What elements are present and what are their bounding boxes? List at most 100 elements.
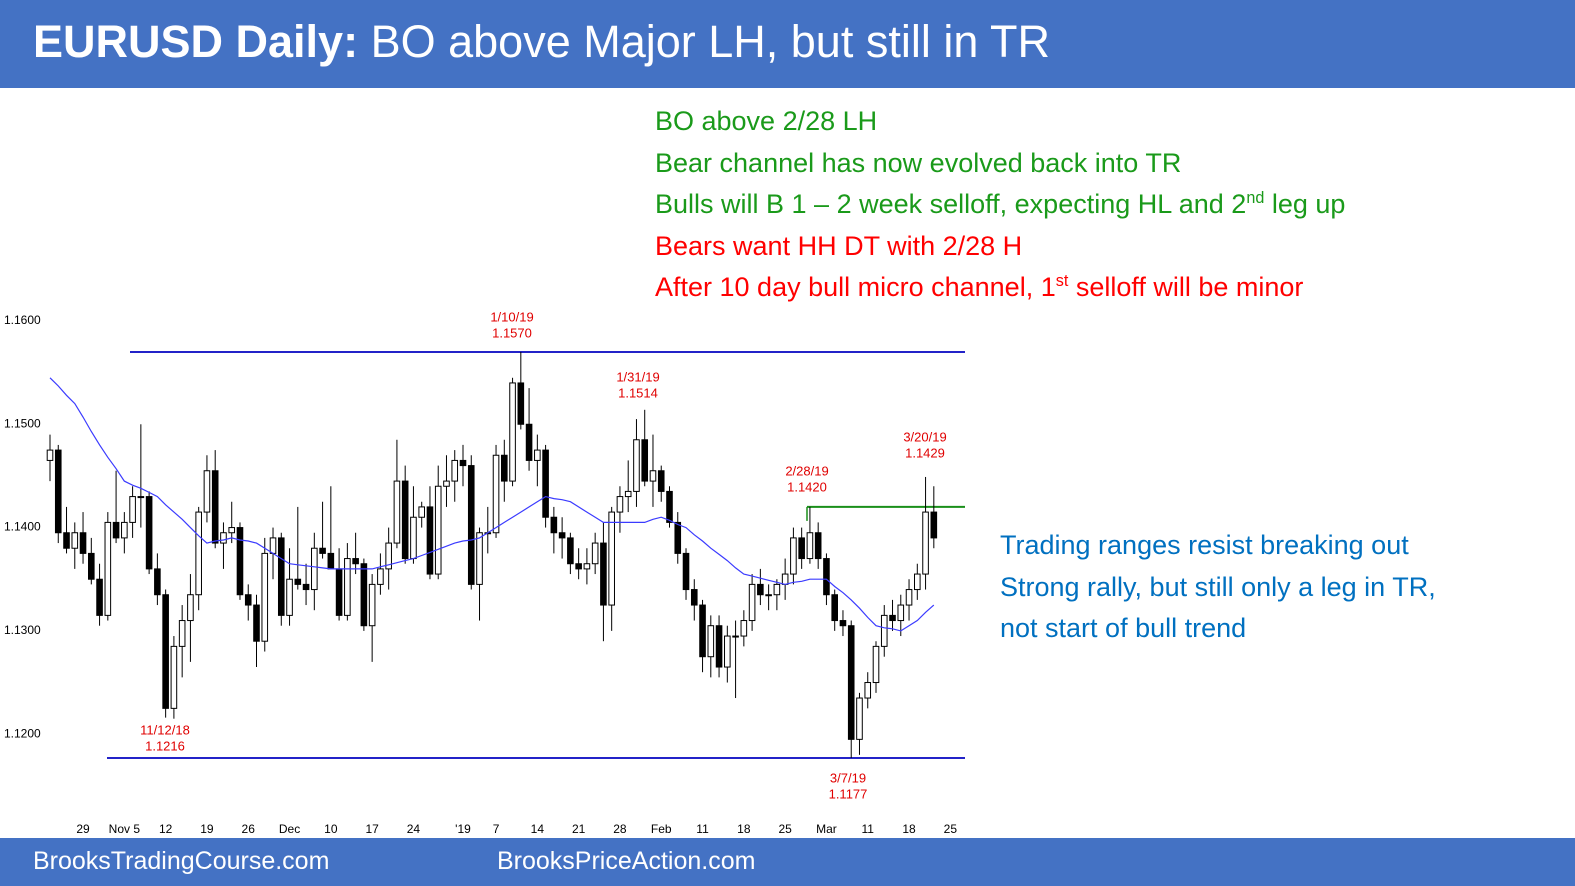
footer-left: BrooksTradingCourse.com bbox=[33, 847, 330, 875]
annotation-price: 1.1570 bbox=[492, 325, 532, 340]
candle-body bbox=[145, 496, 153, 570]
annotation-price: 1.1216 bbox=[145, 738, 185, 753]
candle-body bbox=[286, 578, 293, 616]
candle-body bbox=[476, 532, 483, 585]
x-tick-label: 28 bbox=[613, 822, 627, 836]
candle-body bbox=[814, 532, 822, 560]
candle-body bbox=[567, 537, 574, 565]
candle-body bbox=[806, 532, 814, 560]
candle-body bbox=[211, 470, 219, 544]
x-tick-label: Mar bbox=[816, 822, 837, 836]
note-text: Bears want HH DT with 2/28 H bbox=[655, 230, 1023, 261]
candle-body bbox=[748, 583, 756, 622]
candle-body bbox=[244, 594, 252, 606]
candle-body bbox=[897, 604, 905, 622]
candle-body bbox=[773, 583, 781, 596]
candle-body bbox=[823, 558, 830, 596]
commentary: BO above 2/28 LH Bear channel has now evo… bbox=[655, 101, 1345, 309]
candle-body bbox=[501, 454, 508, 482]
candle-body bbox=[666, 490, 673, 523]
x-tick-label: Feb bbox=[651, 822, 672, 836]
note-text: selloff will be minor bbox=[1068, 272, 1304, 302]
note-text: Strong rally, but still only a leg in TR… bbox=[1000, 571, 1436, 602]
header-bar: EURUSD Daily: BO above Major LH, but sti… bbox=[0, 0, 1575, 88]
candle-body bbox=[707, 625, 715, 658]
candle-body bbox=[740, 620, 748, 637]
annotation-date: 2/28/19 bbox=[785, 463, 828, 478]
note-text: Bear channel has now evolved back into T… bbox=[655, 147, 1182, 178]
x-tick-label: 25 bbox=[778, 822, 792, 836]
x-tick-label: 25 bbox=[944, 822, 958, 836]
candle-body bbox=[311, 547, 318, 591]
candle-body bbox=[187, 594, 194, 622]
candle-body bbox=[434, 485, 442, 575]
x-tick-label: 11 bbox=[862, 822, 875, 836]
candle-body bbox=[253, 604, 260, 642]
candle-body bbox=[195, 511, 202, 596]
candle-body bbox=[71, 532, 79, 549]
candle-body bbox=[335, 568, 343, 616]
x-tick-label: 14 bbox=[531, 822, 545, 836]
candle-body bbox=[228, 527, 236, 534]
candle-body bbox=[63, 532, 70, 549]
candle-body bbox=[385, 542, 392, 570]
candle-body bbox=[914, 573, 921, 591]
title: EURUSD Daily: BO above Major LH, but sti… bbox=[33, 16, 1050, 68]
candle-body bbox=[699, 604, 706, 658]
annotation-date: 3/20/19 bbox=[903, 429, 946, 444]
y-tick-label: 1.1300 bbox=[4, 623, 41, 637]
candle-body bbox=[542, 449, 549, 518]
candle-body bbox=[790, 537, 797, 575]
candle-body bbox=[864, 682, 872, 699]
x-tick-label: 10 bbox=[324, 822, 338, 836]
candle-body bbox=[360, 563, 368, 627]
annotation-date: 11/12/18 bbox=[140, 722, 190, 737]
candle-body bbox=[847, 625, 855, 740]
candle-body bbox=[344, 558, 351, 616]
candle-body bbox=[203, 470, 211, 513]
candle-body bbox=[690, 589, 698, 606]
candle-body bbox=[880, 614, 888, 647]
candle-body bbox=[137, 496, 145, 499]
candle-body bbox=[104, 521, 112, 616]
candle-body bbox=[426, 506, 434, 575]
x-tick-label: 18 bbox=[737, 822, 751, 836]
candle-body bbox=[377, 568, 384, 585]
candle-body bbox=[781, 573, 789, 585]
candle-body bbox=[492, 454, 500, 534]
candle-body bbox=[418, 506, 425, 518]
candle-body bbox=[170, 645, 178, 709]
candle-body bbox=[856, 697, 863, 740]
annotation-date: 1/10/19 bbox=[490, 309, 533, 324]
candle-body bbox=[757, 583, 764, 596]
x-tick-label: 26 bbox=[242, 822, 256, 836]
annotation-date: 3/7/19 bbox=[830, 770, 866, 785]
y-tick-label: 1.1500 bbox=[4, 416, 41, 430]
x-tick-label: 17 bbox=[365, 822, 379, 836]
candle-body bbox=[236, 527, 244, 596]
candle-body bbox=[220, 532, 227, 544]
candle-body bbox=[319, 547, 326, 554]
annotation-price: 1.1514 bbox=[618, 385, 658, 400]
candle-body bbox=[46, 449, 54, 461]
annotation-price: 1.1429 bbox=[905, 445, 945, 460]
candle-body bbox=[583, 563, 591, 570]
x-tick-label: 19 bbox=[200, 822, 214, 836]
chart: 1.1200 1.1300 1.1400 1.1500 1.1600 29 Nov 5 12 1… bbox=[4, 309, 965, 836]
candle-body bbox=[674, 521, 682, 554]
annotation-price: 1.1420 bbox=[787, 479, 827, 494]
x-tick-label: Nov 5 bbox=[109, 822, 141, 836]
candle-body bbox=[154, 568, 161, 596]
x-tick-label: Dec bbox=[279, 822, 300, 836]
candle-body bbox=[277, 537, 285, 616]
candle-body bbox=[459, 459, 467, 467]
candle-body bbox=[294, 578, 302, 585]
candle-body bbox=[649, 470, 657, 482]
y-tick-label: 1.1400 bbox=[4, 520, 41, 534]
candle-body bbox=[517, 382, 525, 425]
candle-body bbox=[724, 635, 731, 668]
note-line: After 10 day bull micro channel, 1st sel… bbox=[655, 267, 1345, 309]
note-text: After 10 day bull micro channel, 1 bbox=[655, 272, 1056, 302]
annotation-price: 1.1177 bbox=[829, 786, 868, 801]
candle-body bbox=[732, 635, 739, 638]
